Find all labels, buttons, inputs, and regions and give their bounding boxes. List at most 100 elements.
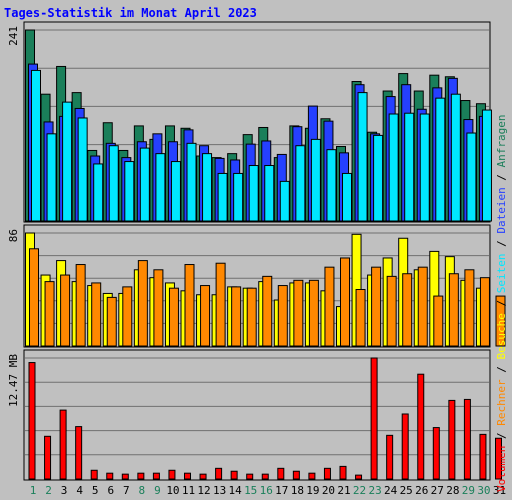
bar-rechner-day-13	[215, 262, 226, 347]
panel-middle: 86	[7, 224, 506, 348]
bar-rechner-day-31	[495, 295, 506, 347]
x-tick-label: 3	[61, 484, 68, 497]
bar-seiten-day-7	[124, 161, 135, 222]
bar-seiten-day-13	[217, 172, 228, 222]
bar-seiten-day-4	[77, 117, 88, 222]
legend-entry-rechner: Rechner	[495, 379, 508, 426]
legend-separator: /	[495, 234, 508, 254]
x-tick-label: 16	[260, 484, 273, 497]
x-tick-label: 10	[166, 484, 179, 497]
bar-rechner-day-16	[262, 275, 273, 347]
x-tick-label: 11	[182, 484, 195, 497]
bar-seiten-day-15	[248, 165, 259, 222]
bar-seiten-day-27	[435, 97, 446, 222]
bar-rechner-day-20	[324, 266, 335, 347]
bar-volumen-day-16	[261, 473, 269, 480]
bar-rechner-day-2	[44, 281, 55, 347]
x-tick-label: 21	[337, 484, 350, 497]
bar-rechner-day-26	[417, 266, 428, 347]
bar-volumen-day-31	[495, 437, 502, 480]
bar-volumen-day-7	[121, 473, 129, 480]
bar-seiten-day-5	[93, 163, 104, 222]
legend-entry-besuche: Besuche	[495, 313, 508, 359]
bar-rechner-day-10	[168, 287, 179, 347]
bar-rechner-day-12	[200, 285, 211, 347]
x-tick-label: 12	[197, 484, 210, 497]
bar-seiten-day-19	[310, 138, 321, 222]
bar-rechner-day-18	[293, 279, 304, 347]
x-tick-label: 24	[384, 484, 398, 497]
bar-rechner-day-8	[137, 260, 148, 347]
panel-max-label: 86	[7, 229, 20, 242]
bar-seiten-day-3	[62, 101, 73, 222]
bar-seiten-day-21	[342, 172, 352, 222]
legend-entry-dateien: Dateien	[495, 187, 508, 233]
x-tick-label: 13	[213, 484, 226, 497]
x-tick-label: 30	[477, 484, 490, 497]
bar-volumen-day-15	[246, 473, 254, 480]
bar-rechner-day-19	[308, 279, 319, 347]
legend-separator: /	[495, 293, 508, 313]
bar-volumen-day-17	[277, 467, 285, 480]
bar-volumen-day-2	[44, 435, 52, 480]
bar-rechner-day-11	[184, 264, 195, 347]
gridlines	[25, 357, 489, 456]
bar-volumen-day-28	[448, 399, 456, 480]
x-tick-label: 4	[76, 484, 83, 497]
bar-volumen-day-4	[75, 426, 83, 480]
chart-title: Tages-Statistik im Monat April 2023	[4, 6, 257, 20]
bar-seiten-day-18	[295, 145, 306, 222]
bar-seiten-day-20	[326, 149, 337, 222]
bar-rechner-day-3	[60, 274, 71, 347]
legend-separator: /	[495, 426, 508, 446]
bar-rechner-day-17	[277, 285, 288, 347]
bar-rechner-day-24	[386, 275, 397, 347]
panel-bottom: 12.47 MB	[7, 349, 502, 481]
bar-volumen-day-1	[28, 362, 36, 480]
bar-volumen-day-25	[401, 413, 409, 480]
bar-rechner-day-6	[106, 296, 117, 347]
panel-max-label: 241	[7, 26, 20, 46]
panel-frame	[23, 224, 491, 348]
x-tick-label: 29	[462, 484, 475, 497]
x-tick-label: 1	[30, 484, 37, 497]
x-tick-label: 25	[400, 484, 413, 497]
bar-seiten-day-11	[186, 142, 197, 222]
x-tick-label: 23	[368, 484, 381, 497]
bar-rechner-day-22	[355, 289, 366, 347]
bar-volumen-day-3	[59, 409, 67, 480]
x-tick-label: 15	[244, 484, 257, 497]
bar-rechner-day-27	[433, 295, 444, 347]
bar-rechner-day-29	[464, 269, 475, 347]
bar-volumen-day-19	[308, 472, 316, 480]
x-tick-label: 26	[415, 484, 428, 497]
bars-middle	[25, 232, 506, 347]
bar-volumen-day-9	[152, 472, 160, 480]
bar-volumen-day-10	[168, 469, 176, 480]
x-tick-label: 5	[92, 484, 99, 497]
legend-separator: /	[495, 167, 508, 187]
bar-seiten-day-26	[419, 113, 430, 222]
bar-seiten-day-6	[108, 145, 119, 222]
bar-seiten-day-8	[139, 147, 150, 222]
x-tick-label: 18	[291, 484, 304, 497]
x-tick-label: 22	[353, 484, 366, 497]
x-tick-label: 6	[107, 484, 114, 497]
bar-volumen-day-22	[355, 474, 363, 480]
bar-rechner-day-7	[122, 286, 133, 347]
bar-volumen-day-20	[323, 467, 331, 480]
bar-volumen-day-30	[479, 433, 487, 480]
panel-max-label: 12.47 MB	[7, 354, 20, 407]
legend-entry-anfragen: Anfragen	[495, 114, 508, 167]
bar-seiten-day-14	[233, 172, 244, 222]
bar-volumen-day-23	[370, 357, 378, 480]
bar-seiten-day-28	[450, 93, 461, 222]
bar-rechner-day-25	[402, 273, 413, 347]
x-tick-label: 17	[275, 484, 288, 497]
x-tick-label: 14	[229, 484, 243, 497]
bar-seiten-day-12	[202, 153, 213, 222]
legend-entry-volumen: Volumen	[495, 446, 508, 492]
x-tick-label: 2	[45, 484, 52, 497]
bar-seiten-day-10	[170, 161, 181, 222]
bar-rechner-day-9	[153, 269, 164, 347]
